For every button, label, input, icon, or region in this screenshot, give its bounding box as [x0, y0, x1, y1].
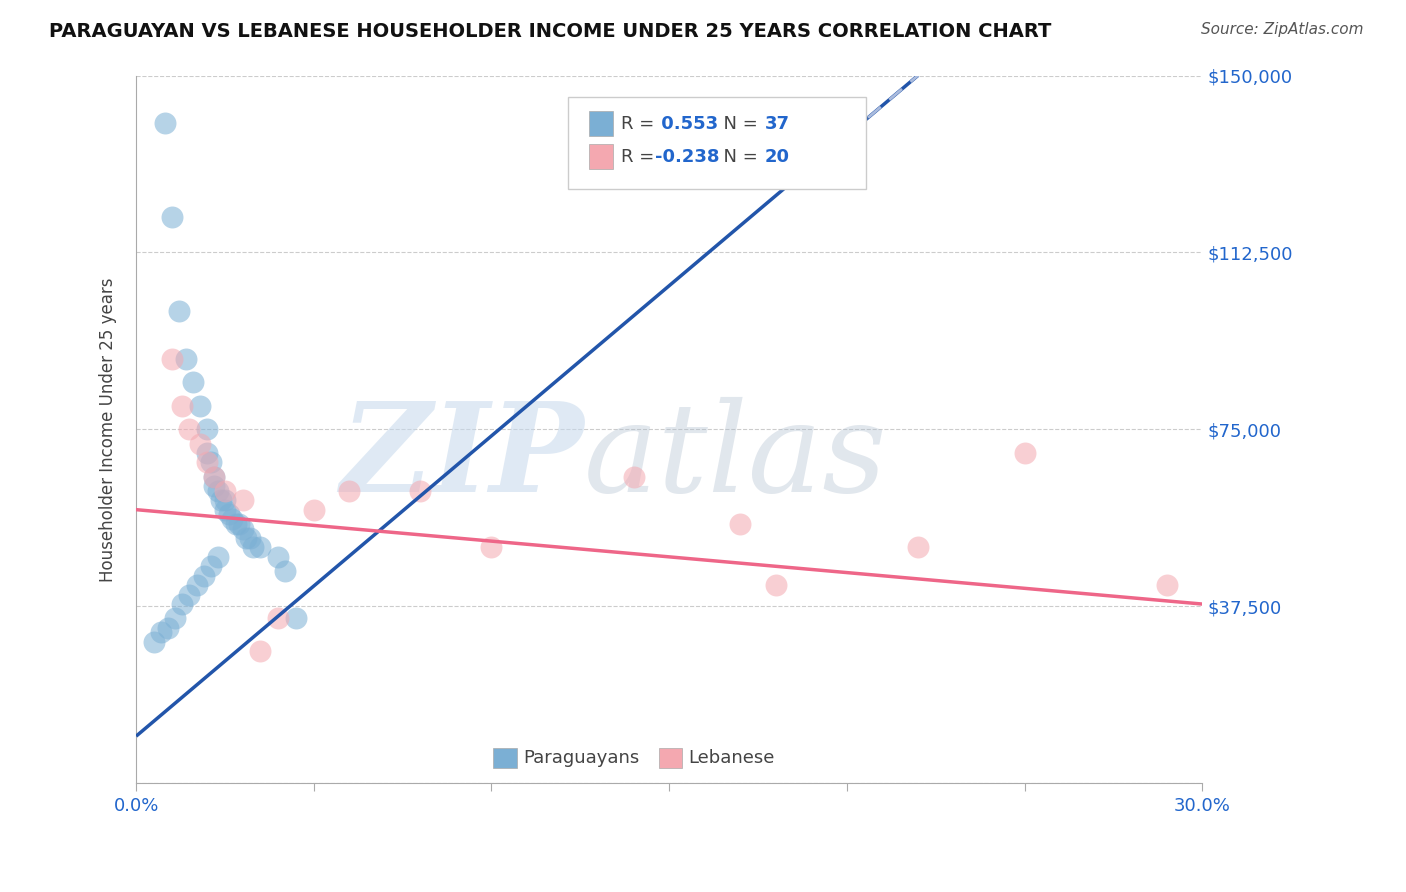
- Point: [160, 210, 183, 224]
- Point: [193, 568, 215, 582]
- Point: [218, 508, 240, 522]
- Point: [172, 597, 194, 611]
- Text: 20: 20: [765, 148, 790, 166]
- FancyBboxPatch shape: [589, 111, 613, 136]
- Point: [207, 483, 229, 498]
- Point: [214, 493, 236, 508]
- Point: [228, 516, 250, 531]
- Point: [728, 516, 751, 531]
- Text: PARAGUAYAN VS LEBANESE HOUSEHOLDER INCOME UNDER 25 YEARS CORRELATION CHART: PARAGUAYAN VS LEBANESE HOUSEHOLDER INCOM…: [49, 22, 1052, 41]
- Text: -0.238: -0.238: [655, 148, 720, 166]
- Point: [195, 422, 218, 436]
- Text: Source: ZipAtlas.com: Source: ZipAtlas.com: [1201, 22, 1364, 37]
- Point: [232, 493, 254, 508]
- Point: [195, 446, 218, 460]
- Point: [409, 483, 432, 498]
- Point: [214, 483, 236, 498]
- Point: [267, 611, 290, 625]
- Point: [285, 611, 308, 625]
- Text: R =: R =: [621, 148, 661, 166]
- Y-axis label: Householder Income Under 25 years: Householder Income Under 25 years: [100, 277, 117, 582]
- Point: [179, 422, 201, 436]
- Text: ZIP: ZIP: [340, 397, 583, 518]
- Point: [221, 512, 243, 526]
- Point: [165, 611, 187, 625]
- Point: [188, 399, 211, 413]
- Point: [481, 541, 503, 555]
- Point: [195, 455, 218, 469]
- FancyBboxPatch shape: [658, 748, 682, 768]
- Point: [209, 493, 232, 508]
- Point: [172, 399, 194, 413]
- Point: [200, 559, 222, 574]
- Point: [160, 351, 183, 366]
- Point: [249, 541, 271, 555]
- Text: N =: N =: [711, 115, 763, 133]
- Point: [207, 549, 229, 564]
- Point: [174, 351, 197, 366]
- Point: [907, 541, 929, 555]
- Point: [157, 621, 180, 635]
- Point: [765, 578, 787, 592]
- Text: atlas: atlas: [583, 397, 887, 518]
- Point: [181, 376, 204, 390]
- Point: [1014, 446, 1036, 460]
- Point: [202, 469, 225, 483]
- Point: [202, 469, 225, 483]
- Point: [232, 522, 254, 536]
- Point: [153, 116, 176, 130]
- Text: Paraguayans: Paraguayans: [523, 749, 640, 767]
- Point: [167, 304, 190, 318]
- Point: [1156, 578, 1178, 592]
- FancyBboxPatch shape: [568, 96, 866, 189]
- Point: [267, 549, 290, 564]
- Point: [202, 479, 225, 493]
- FancyBboxPatch shape: [589, 145, 613, 169]
- Point: [214, 502, 236, 516]
- Text: R =: R =: [621, 115, 661, 133]
- Point: [235, 531, 257, 545]
- Point: [179, 588, 201, 602]
- Text: 0.553: 0.553: [655, 115, 718, 133]
- Point: [142, 635, 165, 649]
- Point: [302, 502, 325, 516]
- Point: [188, 436, 211, 450]
- Point: [249, 644, 271, 658]
- Text: Lebanese: Lebanese: [689, 749, 775, 767]
- Point: [337, 483, 360, 498]
- FancyBboxPatch shape: [494, 748, 517, 768]
- Point: [239, 531, 262, 545]
- Text: 37: 37: [765, 115, 790, 133]
- Point: [242, 541, 264, 555]
- Point: [623, 469, 645, 483]
- Point: [225, 516, 247, 531]
- Point: [186, 578, 208, 592]
- Point: [274, 564, 297, 578]
- Text: N =: N =: [711, 148, 763, 166]
- Point: [200, 455, 222, 469]
- Point: [149, 625, 172, 640]
